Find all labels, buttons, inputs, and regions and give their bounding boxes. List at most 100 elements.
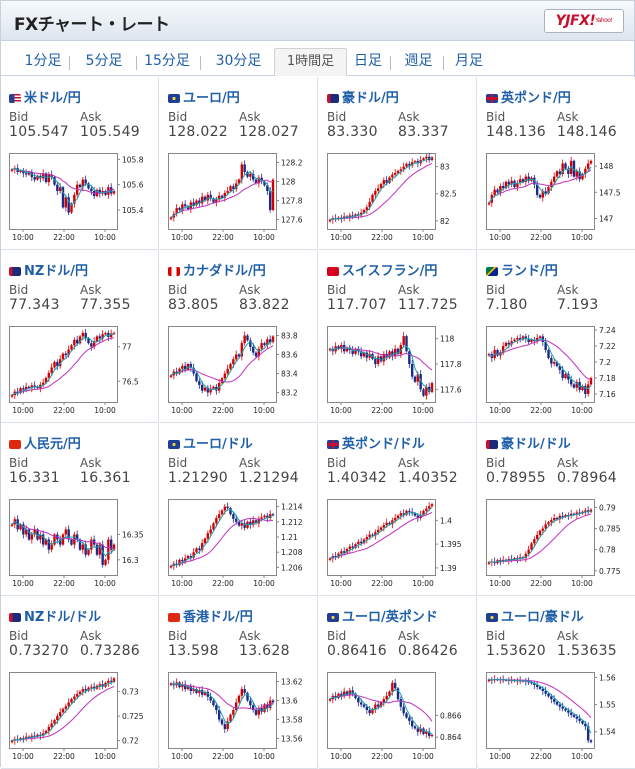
pair-name-link[interactable]: 人民元/円 bbox=[9, 433, 81, 452]
header: FXチャート・レート YJFX!Yahoo! bbox=[1, 1, 634, 41]
tab-2[interactable]: 5分足 bbox=[85, 53, 123, 69]
tab-5[interactable]: 1時間足 bbox=[274, 48, 347, 76]
x-tick-label: 22:00 bbox=[530, 233, 552, 242]
ask-label: Ask bbox=[80, 456, 102, 470]
pair-name-link[interactable]: ユーロ/円 bbox=[168, 87, 240, 106]
price-chart[interactable]: 83 82.5 82 10:00 22:00 10:00 bbox=[325, 151, 473, 245]
pair-name-link[interactable]: ユーロ/英ポンド bbox=[327, 606, 438, 625]
price-chart[interactable]: 13.62 13.6 13.58 13.56 10:00 22:00 10:00 bbox=[166, 670, 314, 764]
candle-body bbox=[547, 350, 550, 358]
candle-body bbox=[95, 336, 99, 342]
pair-name-link[interactable]: カナダドル/円 bbox=[168, 260, 266, 279]
x-tick-label: 22:00 bbox=[530, 579, 552, 588]
price-chart[interactable]: 16.35 16.3 10:00 22:00 10:00 bbox=[7, 497, 155, 591]
candle-body bbox=[374, 532, 377, 536]
pair-name-link[interactable]: NZドル/円 bbox=[9, 260, 88, 279]
price-chart[interactable]: 1.56 1.55 1.54 10:00 22:00 10:00 bbox=[484, 670, 632, 764]
candle-body bbox=[53, 177, 56, 185]
price-chart[interactable]: 1.214 1.212 1.21 1.208 1.206 10:00 22:00 10:00 bbox=[166, 497, 314, 591]
pair-name: 英ポンド/ドル bbox=[342, 437, 425, 452]
candle-body bbox=[257, 518, 261, 524]
price-chart[interactable]: 148 147.5 147 10:00 22:00 10:00 bbox=[484, 151, 632, 245]
candle-body bbox=[47, 174, 51, 183]
pair-name-link[interactable]: 豪ドル/ドル bbox=[486, 433, 571, 452]
pair-name-link[interactable]: 英ポンド/ドル bbox=[327, 433, 425, 452]
pair-name-link[interactable]: 香港ドル/円 bbox=[168, 606, 253, 625]
ma-long-line bbox=[170, 179, 274, 219]
candle-body bbox=[365, 207, 369, 210]
tab-7[interactable]: 週足 bbox=[404, 53, 433, 69]
pair-name-link[interactable]: 米ドル/円 bbox=[9, 87, 81, 106]
candle-body bbox=[271, 179, 275, 210]
pair-cell: 英ポンド/ドル Bid Ask 1.40342 1.40352 1.4 1.395 1.39 1… bbox=[319, 423, 477, 596]
price-chart[interactable]: 77 76.5 10:00 22:00 10:00 bbox=[7, 324, 155, 418]
candle-body bbox=[260, 708, 263, 712]
pair-name-link[interactable]: 英ポンド/円 bbox=[486, 87, 571, 106]
tab-4[interactable]: 30分足 bbox=[215, 53, 262, 69]
tab-8[interactable]: 月足 bbox=[455, 53, 483, 69]
candle-body bbox=[189, 364, 193, 368]
candle-body bbox=[379, 356, 383, 362]
candle-body bbox=[552, 176, 556, 182]
x-tick-label: 10:00 bbox=[412, 406, 434, 415]
candle-body bbox=[78, 336, 82, 344]
bid-label: Bid bbox=[9, 456, 29, 470]
candle-body bbox=[22, 170, 25, 174]
pair-name-link[interactable]: ユーロ/豪ドル bbox=[486, 606, 584, 625]
candle-body bbox=[527, 338, 530, 342]
y-tick-label: 82 bbox=[440, 217, 450, 226]
candle-body bbox=[340, 693, 343, 696]
candle-body bbox=[203, 387, 207, 391]
price-chart[interactable]: 118 117.8 117.6 10:00 22:00 10:00 bbox=[325, 324, 473, 418]
candle-body bbox=[581, 173, 584, 180]
tab-3[interactable]: 15分足 bbox=[144, 53, 190, 69]
candle-body bbox=[581, 720, 584, 724]
pair-cell: 豪ドル/ドル Bid Ask 0.78955 0.78964 0.79 0.785 0.78 0… bbox=[478, 423, 635, 596]
tab-1[interactable]: 1分足 bbox=[24, 53, 62, 69]
candle-body bbox=[234, 183, 238, 190]
candle-body bbox=[203, 538, 207, 544]
flag-icon bbox=[9, 613, 21, 622]
price-chart[interactable]: 1.4 1.395 1.39 10:00 22:00 10:00 bbox=[325, 497, 473, 591]
chart-frame bbox=[327, 672, 436, 749]
pair-name: 豪ドル/ドル bbox=[501, 437, 571, 452]
price-chart[interactable]: 105.8 105.6 105.4 10:00 22:00 10:00 bbox=[7, 151, 155, 245]
ask-value: 0.73286 bbox=[80, 643, 140, 659]
ask-label: Ask bbox=[398, 456, 420, 470]
price-chart[interactable]: 0.79 0.785 0.78 0.775 10:00 22:00 10:00 bbox=[484, 497, 632, 591]
price-chart[interactable]: 128.2 128 127.8 127.6 10:00 22:00 10:00 bbox=[166, 151, 314, 245]
ma-short-line bbox=[329, 345, 433, 392]
candle-body bbox=[198, 200, 201, 204]
pair-name-link[interactable]: スイスフラン/円 bbox=[327, 260, 437, 279]
candle-body bbox=[67, 349, 70, 356]
x-tick-label: 10:00 bbox=[12, 579, 34, 588]
candle-body bbox=[189, 556, 193, 558]
candle-body bbox=[516, 182, 519, 188]
candle-body bbox=[408, 717, 411, 721]
candle-body bbox=[33, 529, 36, 535]
candle-body bbox=[535, 685, 539, 687]
price-chart[interactable]: 0.866 0.864 10:00 22:00 10:00 bbox=[325, 670, 473, 764]
candle-body bbox=[405, 163, 408, 167]
candle-body bbox=[78, 539, 82, 550]
x-tick-label: 10:00 bbox=[412, 233, 434, 242]
candle-body bbox=[101, 544, 104, 565]
pair-name-link[interactable]: NZドル/ドル bbox=[9, 606, 101, 625]
price-chart[interactable]: 7.24 7.22 7.2 7.18 7.16 10:00 22:00 10:00 bbox=[484, 324, 632, 418]
yjfx-logo[interactable]: YJFX!Yahoo! bbox=[544, 9, 624, 33]
pair-name-link[interactable]: 豪ドル/円 bbox=[327, 87, 399, 106]
candle-body bbox=[223, 506, 227, 511]
price-chart[interactable]: 0.73 0.725 0.72 10:00 22:00 10:00 bbox=[7, 670, 155, 764]
candle-body bbox=[518, 338, 522, 340]
candle-body bbox=[212, 198, 215, 203]
pair-name: 豪ドル/円 bbox=[342, 91, 399, 106]
pair-name-link[interactable]: ユーロ/ドル bbox=[168, 433, 253, 452]
tab-6[interactable]: 日足 bbox=[354, 53, 382, 69]
pair-name: ユーロ/円 bbox=[183, 91, 240, 106]
price-chart[interactable]: 83.8 83.6 83.4 83.2 10:00 22:00 10:00 bbox=[166, 324, 314, 418]
candle-body bbox=[175, 371, 178, 374]
candle-body bbox=[487, 679, 491, 682]
candle-body bbox=[388, 522, 391, 525]
pair-name-link[interactable]: ランド/円 bbox=[486, 260, 558, 279]
candle-body bbox=[507, 181, 511, 185]
